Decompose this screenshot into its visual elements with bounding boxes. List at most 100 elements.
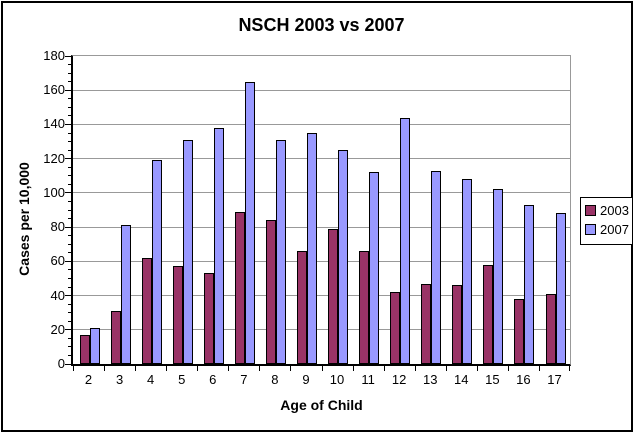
x-tick-label-7: 7: [240, 372, 248, 387]
x-tick-label-4: 4: [147, 372, 155, 387]
gridline-20: [73, 329, 570, 331]
bar-2007-age-5: [182, 140, 193, 364]
legend: 2003 2007: [580, 197, 633, 245]
y-tick-label-180: 180: [43, 48, 65, 63]
y-tick-label-80: 80: [50, 219, 65, 235]
y-minor-tick-75: [68, 235, 71, 237]
bar-2003-age-2: [79, 335, 90, 364]
x-tick-10: [384, 364, 385, 371]
bar-2007-age-6: [213, 128, 224, 364]
bar-2007-age-12: [400, 118, 411, 364]
x-tick-label-16: 16: [516, 372, 531, 387]
bar-2003-age-3: [110, 311, 121, 364]
y-minor-tick-110: [68, 175, 71, 177]
legend-entry-2007: 2007: [585, 220, 632, 239]
x-tick-label-10: 10: [329, 372, 345, 387]
y-minor-tick-170: [68, 72, 71, 74]
bar-2003-age-11: [359, 251, 370, 364]
bar-2003-age-10: [328, 229, 338, 364]
y-minor-tick-50: [68, 277, 71, 279]
y-minor-tick-85: [68, 218, 71, 220]
x-tick-7: [290, 364, 291, 371]
y-tick-label-60: 60: [50, 253, 65, 269]
gridline-120: [73, 158, 570, 160]
x-tick-0: [73, 364, 74, 371]
bar-2003-age-6: [203, 273, 214, 364]
bar-2003-age-15: [483, 265, 494, 364]
y-minor-tick-45: [68, 286, 71, 288]
bar-2007-age-2: [89, 328, 100, 364]
y-minor-tick-105: [68, 183, 71, 185]
x-tick-6: [259, 364, 260, 371]
y-minor-tick-25: [68, 320, 71, 322]
gridline-100: [73, 192, 570, 194]
x-tick-4: [197, 364, 198, 371]
y-major-tick-160: [65, 89, 71, 91]
x-tick-label-13: 13: [422, 372, 438, 387]
x-tick-5: [228, 364, 229, 371]
y-minor-tick-10: [68, 346, 71, 348]
y-minor-tick-70: [68, 243, 71, 245]
y-minor-tick-145: [68, 115, 71, 117]
x-tick-label-12: 12: [391, 372, 407, 387]
x-tick-13: [477, 364, 478, 371]
y-major-tick-120: [65, 158, 71, 160]
x-tick-3: [166, 364, 167, 371]
y-major-tick-180: [65, 55, 71, 57]
bar-2003-age-7: [234, 212, 245, 364]
bar-2003-age-8: [265, 220, 276, 364]
bar-2003-age-4: [141, 258, 152, 364]
y-major-tick-40: [65, 295, 71, 297]
x-tick-label-8: 8: [271, 372, 279, 387]
y-minor-tick-5: [68, 354, 71, 356]
y-minor-tick-125: [68, 149, 71, 151]
y-tick-label-160: 160: [43, 82, 65, 98]
y-minor-tick-115: [68, 166, 71, 168]
y-major-tick-0: [65, 363, 71, 365]
y-minor-tick-90: [68, 209, 71, 211]
x-tick-label-5: 5: [178, 372, 186, 387]
bar-2007-age-11: [369, 172, 380, 364]
bar-2007-age-7: [244, 82, 255, 364]
y-minor-tick-150: [68, 106, 71, 108]
bar-2007-age-16: [524, 205, 535, 364]
legend-label-2003: 2003: [600, 203, 629, 218]
y-minor-tick-165: [68, 81, 71, 83]
chart-title: NSCH 2003 vs 2007: [238, 15, 405, 35]
bar-2007-age-14: [462, 179, 473, 364]
bar-2007-age-13: [431, 171, 442, 364]
x-tick-label-2: 2: [84, 372, 93, 387]
gridline-80: [73, 226, 570, 228]
y-major-tick-100: [65, 192, 71, 194]
gridline-160: [73, 89, 570, 91]
bar-2003-age-14: [452, 285, 463, 364]
x-tick-label-17: 17: [547, 372, 562, 387]
legend-entry-2003: 2003: [585, 201, 632, 220]
x-tick-11: [415, 364, 416, 371]
y-minor-tick-30: [68, 312, 71, 314]
x-tick-2: [135, 364, 136, 371]
y-minor-tick-95: [68, 200, 71, 202]
bar-2003-age-12: [390, 292, 401, 364]
x-tick-label-6: 6: [209, 372, 217, 387]
y-major-tick-60: [65, 260, 71, 262]
x-axis-title: Age of Child: [280, 397, 363, 413]
x-tick-label-9: 9: [302, 372, 310, 387]
bar-2007-age-8: [275, 140, 286, 364]
x-tick-label-3: 3: [115, 372, 124, 387]
y-tick-label-120: 120: [43, 150, 65, 166]
x-tick-12: [446, 364, 447, 371]
x-tick-label-14: 14: [454, 372, 469, 387]
gridline-140: [73, 123, 570, 125]
x-tick-15: [539, 364, 540, 371]
x-tick-9: [353, 364, 354, 371]
y-minor-tick-15: [68, 337, 71, 339]
y-tick-label-20: 20: [50, 321, 65, 337]
y-major-tick-140: [65, 123, 71, 125]
y-tick-label-0: 0: [57, 356, 65, 371]
x-tick-8: [322, 364, 323, 371]
y-tick-label-40: 40: [50, 287, 65, 303]
bar-2003-age-5: [172, 266, 183, 364]
bar-2007-age-17: [555, 213, 566, 364]
